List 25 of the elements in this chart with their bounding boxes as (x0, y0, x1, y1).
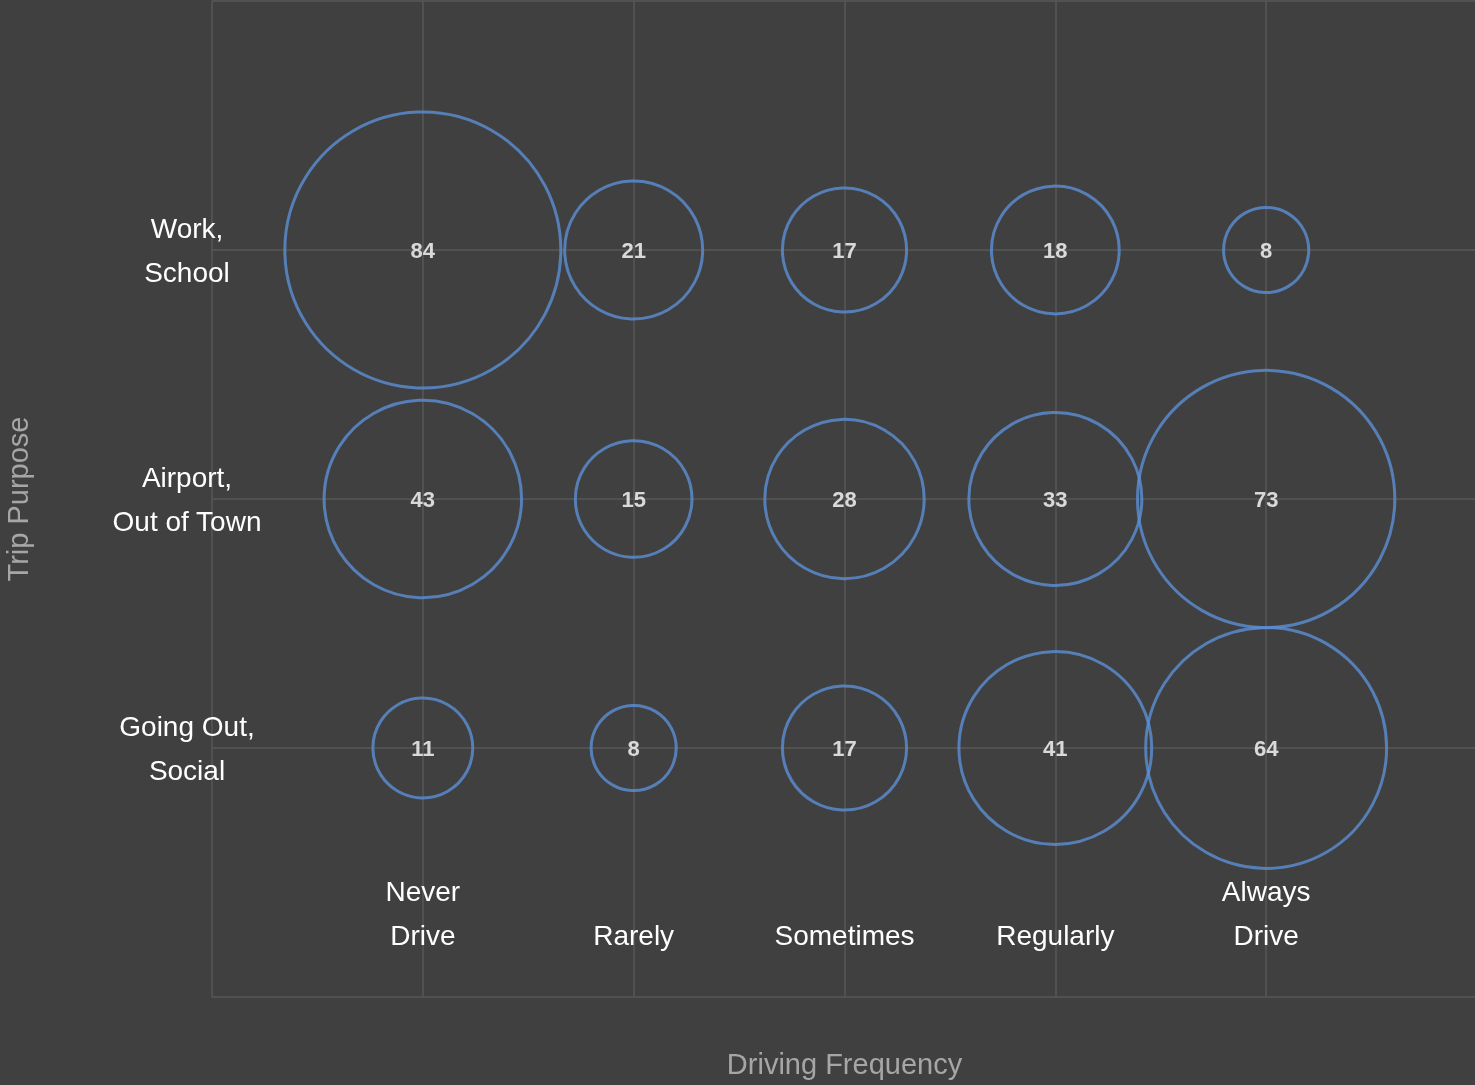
data-label: 18 (1043, 237, 1068, 263)
x-tick-label: Always Drive (1221, 875, 1311, 951)
x-tick-label: Never Drive (385, 875, 461, 951)
y-axis-title: Trip Purpose (1, 416, 34, 582)
data-label: 11 (411, 735, 435, 761)
data-label: 8 (627, 735, 640, 761)
data-label: 15 (621, 486, 646, 512)
data-label: 64 (1253, 735, 1280, 761)
data-label: 21 (621, 237, 646, 263)
data-label: 84 (410, 237, 436, 263)
data-label: 43 (410, 486, 436, 512)
y-tick-label: Work, School (144, 212, 230, 288)
data-label: 73 (1253, 486, 1279, 512)
x-tick-label: Sometimes (774, 919, 915, 951)
data-label: 17 (832, 237, 857, 263)
data-label: 8 (1260, 237, 1273, 263)
y-tick-label: Airport, Out of Town (112, 461, 262, 537)
x-tick-label: Regularly (996, 919, 1115, 951)
data-label: 41 (1043, 735, 1068, 761)
data-label: 17 (832, 735, 857, 761)
x-tick-label: Rarely (593, 919, 675, 951)
x-axis-title: Driving Frequency (726, 1047, 963, 1080)
y-tick-label: Going Out, Social (119, 710, 255, 786)
data-label: 33 (1043, 486, 1068, 512)
data-label: 28 (832, 486, 857, 512)
